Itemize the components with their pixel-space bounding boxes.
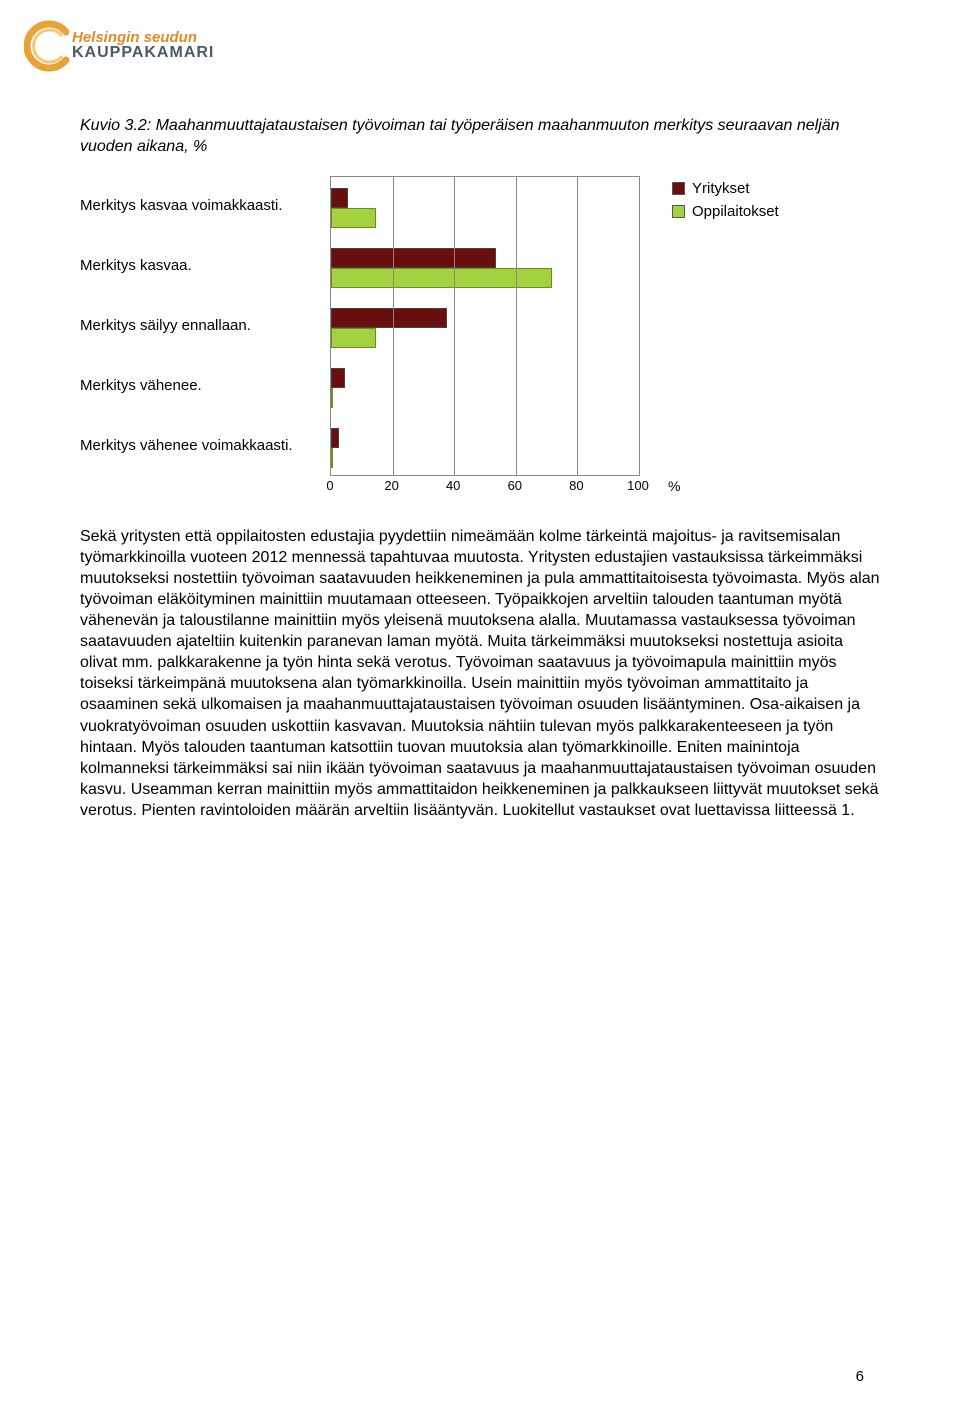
- gridline: [454, 177, 455, 475]
- gridline: [577, 177, 578, 475]
- x-tick-label: 20: [384, 478, 398, 493]
- legend-label: Oppilaitokset: [692, 203, 779, 220]
- figure-caption: Kuvio 3.2: Maahanmuuttajataustaisen työv…: [80, 116, 880, 158]
- bar: [331, 268, 552, 288]
- legend-swatch: [672, 205, 685, 218]
- bar-group: [331, 357, 639, 417]
- chart-category-label: Merkitys kasvaa.: [80, 236, 330, 296]
- x-tick-label: 60: [508, 478, 522, 493]
- brand-logo: Helsingin seudun KAUPPAKAMARI: [24, 20, 214, 72]
- logo-c-icon: [24, 20, 76, 72]
- x-tick-label: 80: [569, 478, 583, 493]
- page-number: 6: [856, 1368, 864, 1385]
- x-axis-unit: %: [668, 478, 680, 494]
- chart-category-label: Merkitys kasvaa voimakkaasti.: [80, 176, 330, 236]
- chart-category-label: Merkitys säilyy ennallaan.: [80, 296, 330, 356]
- legend-item: Oppilaitokset: [672, 203, 822, 220]
- bar: [331, 428, 339, 448]
- chart-plot-column: 020406080100%: [330, 176, 660, 496]
- gridline: [393, 177, 394, 475]
- chart-x-axis: 020406080100%: [330, 476, 640, 496]
- bar: [331, 208, 376, 228]
- bar-group: [331, 237, 639, 297]
- logo-line1: Helsingin seudun: [72, 30, 214, 46]
- chart-area: Merkitys kasvaa voimakkaasti.Merkitys ka…: [80, 176, 880, 496]
- chart-plot: [330, 176, 640, 476]
- body-paragraph: Sekä yritysten että oppilaitosten edusta…: [80, 526, 880, 822]
- bar: [331, 308, 447, 328]
- gridline: [639, 177, 640, 475]
- x-tick-label: 0: [326, 478, 333, 493]
- gridline: [516, 177, 517, 475]
- x-tick-label: 40: [446, 478, 460, 493]
- bar-group: [331, 417, 639, 477]
- legend-label: Yritykset: [692, 180, 750, 197]
- bar: [331, 188, 348, 208]
- content: Kuvio 3.2: Maahanmuuttajataustaisen työv…: [80, 116, 880, 821]
- logo-line2: KAUPPAKAMARI: [72, 45, 214, 62]
- chart-legend: Yritykset Oppilaitokset: [660, 176, 822, 226]
- bar: [331, 388, 333, 408]
- bar: [331, 448, 333, 468]
- logo-text: Helsingin seudun KAUPPAKAMARI: [72, 30, 214, 63]
- bar-group: [331, 177, 639, 237]
- page: Helsingin seudun KAUPPAKAMARI Kuvio 3.2:…: [0, 0, 960, 1421]
- chart-category-label: Merkitys vähenee.: [80, 356, 330, 416]
- bar: [331, 328, 376, 348]
- chart-bars: [331, 177, 639, 477]
- bar: [331, 368, 345, 388]
- x-tick-label: 100: [627, 478, 649, 493]
- legend-item: Yritykset: [672, 180, 822, 197]
- chart-category-labels: Merkitys kasvaa voimakkaasti.Merkitys ka…: [80, 176, 330, 476]
- bar-group: [331, 297, 639, 357]
- legend-swatch: [672, 182, 685, 195]
- bar: [331, 248, 496, 268]
- chart-category-label: Merkitys vähenee voimakkaasti.: [80, 416, 330, 476]
